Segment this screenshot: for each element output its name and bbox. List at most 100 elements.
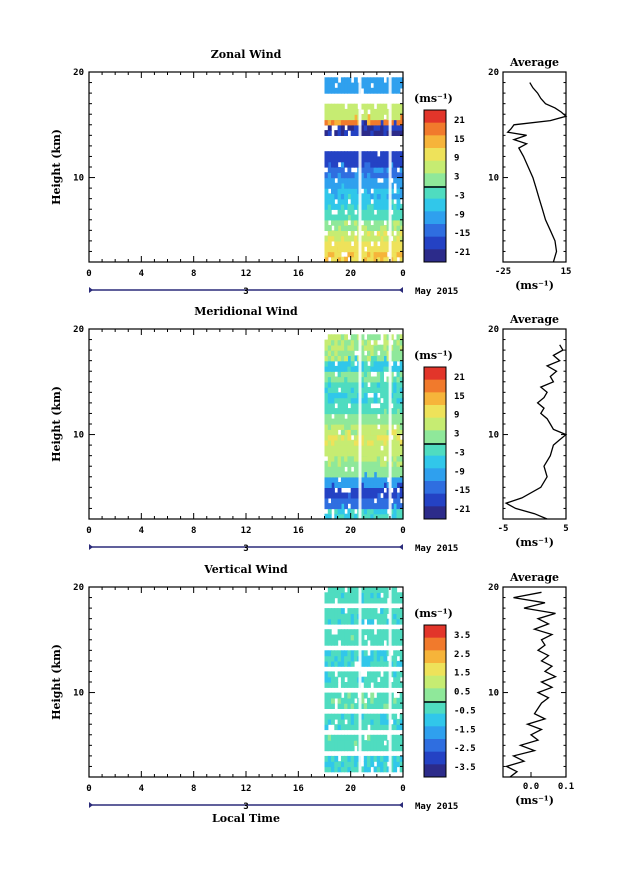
heatmap-cell <box>360 161 365 168</box>
heatmap-cell <box>360 740 365 746</box>
heatmap-cell <box>350 339 355 346</box>
heatmap-cell <box>340 235 345 242</box>
heatmap-cell <box>383 482 388 488</box>
heatmap-cell <box>350 513 355 520</box>
heatmap-cell <box>344 114 348 121</box>
heatmap-cell <box>380 482 384 488</box>
heatmap-cell <box>331 597 335 604</box>
heatmap-cell <box>350 156 355 163</box>
heatmap-cell <box>360 639 365 646</box>
heatmap-cell <box>340 188 345 194</box>
heatmap-cell <box>373 334 378 341</box>
heatmap-cell <box>324 492 329 499</box>
heatmap-cell <box>337 103 342 110</box>
heatmap-cell <box>334 745 339 752</box>
heatmap-cell <box>386 724 391 731</box>
colorbar: (ms⁻¹)3.52.51.50.5-0.5-1.5-2.5-3.5 <box>414 607 476 778</box>
heatmap-cell <box>383 365 388 372</box>
heatmap-cell <box>350 408 355 415</box>
heatmap-cell <box>393 445 398 451</box>
heatmap-cell <box>344 618 348 625</box>
heatmap-cell <box>363 402 368 409</box>
heatmap-cell <box>396 161 401 168</box>
heatmap-cell <box>353 124 358 131</box>
heatmap-cell <box>360 418 365 425</box>
heatmap-cell <box>347 355 352 362</box>
heatmap-cell <box>324 450 329 457</box>
heatmap-cell <box>340 355 345 362</box>
heatmap-cell <box>389 503 394 510</box>
heatmap-cell <box>353 172 358 179</box>
heatmap-cell <box>363 156 368 163</box>
heatmap-cell <box>380 713 384 720</box>
heatmap-cell <box>340 513 345 520</box>
colorbar-swatch <box>424 186 446 200</box>
heatmap-cell <box>331 745 335 752</box>
heatmap-cell <box>324 108 329 115</box>
heatmap-cell <box>399 376 404 383</box>
colorbar-tick-label: -3 <box>454 191 465 201</box>
heatmap-cell <box>396 103 401 110</box>
heatmap-cell <box>367 193 371 200</box>
heatmap-cell <box>367 734 371 741</box>
heatmap-cell <box>347 114 352 121</box>
heatmap-cell <box>340 376 345 383</box>
heatmap-cell <box>340 130 345 136</box>
heatmap-cell <box>340 424 345 430</box>
heatmap-cell <box>334 608 339 614</box>
heatmap-cell <box>370 513 375 520</box>
heatmap-cell <box>389 182 394 189</box>
date-bar-marker <box>89 802 93 808</box>
heatmap-cell <box>383 445 388 451</box>
heatmap-cell <box>376 161 381 168</box>
heatmap-cell <box>334 256 339 263</box>
heatmap-cell <box>396 466 401 473</box>
heatmap-cell <box>344 692 348 699</box>
heatmap-cell <box>367 408 371 415</box>
average-title: Average <box>509 313 559 326</box>
heatmap-cell <box>386 177 391 184</box>
heatmap-cell <box>370 225 375 231</box>
heatmap-cell <box>367 339 371 346</box>
heatmap-cell <box>380 408 384 415</box>
heatmap-cell <box>353 177 358 184</box>
heatmap-cell <box>350 655 355 662</box>
heatmap-cell <box>327 172 332 179</box>
heatmap-cell <box>370 381 375 388</box>
heatmap-cell <box>399 188 404 194</box>
heatmap-cell <box>393 429 398 436</box>
heatmap-cell <box>373 660 378 667</box>
heatmap-cell <box>373 492 378 499</box>
heatmap-cell <box>353 587 358 593</box>
heatmap-cell <box>340 114 345 121</box>
heatmap-cell <box>383 692 388 699</box>
heatmap-cell <box>370 697 375 704</box>
heatmap-cell <box>337 618 342 625</box>
heatmap-cell <box>373 156 378 163</box>
heatmap-cell <box>370 246 375 253</box>
heatmap-cell <box>373 198 378 205</box>
heatmap-cell <box>350 676 355 683</box>
heatmap-cell <box>337 246 342 253</box>
heatmap-cell <box>389 418 394 425</box>
heatmap-cell <box>331 482 335 488</box>
heatmap-cell <box>350 182 355 189</box>
heatmap-cell <box>360 471 365 478</box>
heatmap-cell <box>327 350 332 356</box>
heatmap-cell <box>399 209 404 216</box>
average-x-tick-label: 5 <box>563 524 568 534</box>
heatmap-cell <box>393 482 398 488</box>
heatmap-cell <box>347 466 352 473</box>
heatmap-cell <box>383 703 388 709</box>
heatmap-cell <box>389 671 394 678</box>
heatmap-cell <box>347 434 352 441</box>
heatmap-cell <box>393 608 398 614</box>
heatmap-cell <box>396 209 401 216</box>
heatmap-cell <box>376 734 381 741</box>
heatmap-cell <box>363 365 368 372</box>
x-tick-label: 4 <box>139 784 145 794</box>
heatmap-cell <box>337 613 342 620</box>
heatmap-cell <box>360 713 365 720</box>
heatmap-cells <box>324 329 404 520</box>
